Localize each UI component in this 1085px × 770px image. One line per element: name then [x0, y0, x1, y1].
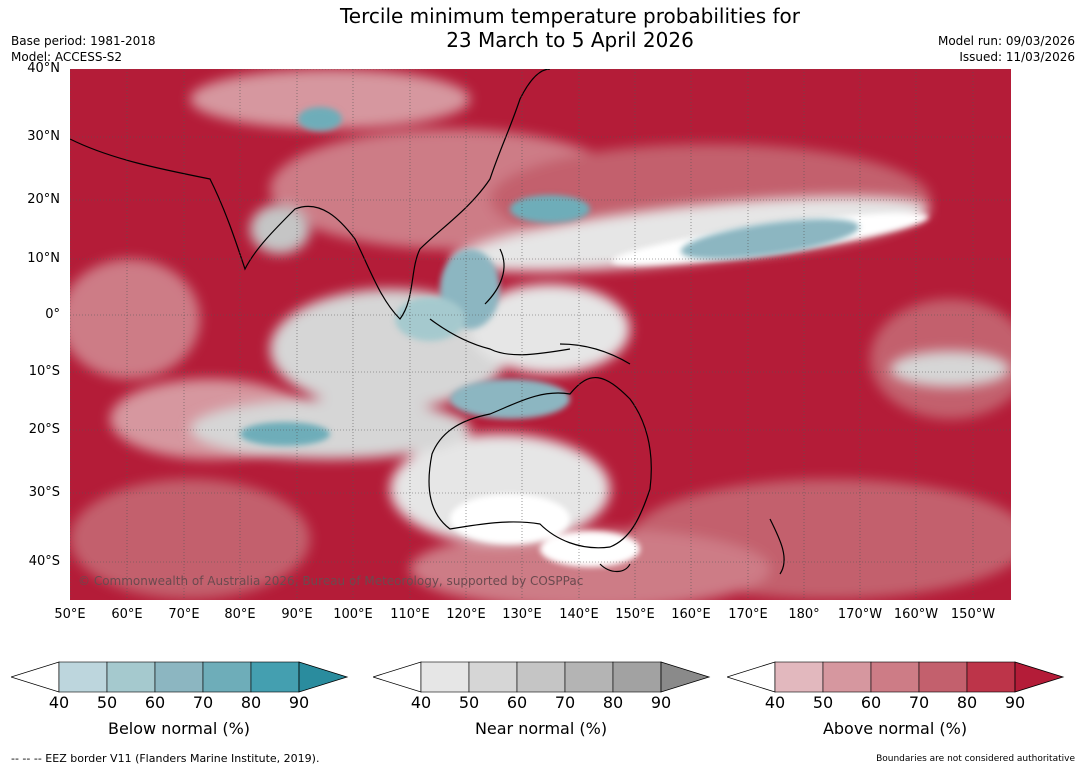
colorbar-tick-label: 80 [240, 693, 262, 712]
longitude-label: 50°E [54, 607, 86, 622]
colorbar-segment [58, 661, 108, 693]
colorbar-tick-label: 70 [908, 693, 930, 712]
colorbar-tick-label: 80 [602, 693, 624, 712]
colorbar-segment [870, 661, 920, 693]
colorbar-segment [966, 661, 1016, 693]
base-period: Base period: 1981-2018 [11, 34, 156, 48]
colorbar-tick-label: 50 [812, 693, 834, 712]
colorbar-segment [774, 661, 824, 693]
colorbar-tick-label: 60 [144, 693, 166, 712]
longitude-label: 140°E [559, 607, 599, 622]
latitude-label: 40°S [28, 554, 60, 569]
issued-date: Issued: 11/03/2026 [959, 50, 1075, 64]
graticule [70, 69, 1011, 600]
australia-coast [428, 377, 652, 549]
colorbar-tick-label: 40 [48, 693, 70, 712]
model-run: Model run: 09/03/2026 [937, 34, 1075, 48]
colorbar-segment [612, 661, 662, 693]
probability-map: © Commonwealth of Australia 2026, Bureau… [70, 69, 1011, 600]
longitude-label: 100°E [333, 607, 373, 622]
copyright-text: © Commonwealth of Australia 2026, Bureau… [78, 574, 583, 588]
philippines-coast [484, 248, 505, 305]
latitude-label: 20°N [27, 192, 60, 207]
longitude-label: 130°E [502, 607, 542, 622]
colorbar-segment [468, 661, 518, 693]
meta-left: Base period: 1981-2018 Model: ACCESS-S2 [11, 33, 156, 65]
meta-right: Model run: 09/03/2026 Issued: 11/03/2026 [938, 33, 1075, 65]
colorbar-segment [564, 661, 614, 693]
colorbar [727, 661, 1065, 693]
coastlines [70, 69, 785, 575]
new-guinea-coast [559, 343, 631, 365]
colorbar-tick-label: 80 [956, 693, 978, 712]
longitude-label: 150°E [615, 607, 655, 622]
map-canvas: © Commonwealth of Australia 2026, Bureau… [70, 69, 1011, 600]
colorbar-segment [106, 661, 156, 693]
colorbar-segment [154, 661, 204, 693]
colorbar-label: Below normal (%) [107, 719, 251, 738]
colorbar-tick-label: 50 [96, 693, 118, 712]
longitude-label: 170°E [728, 607, 768, 622]
colorbar-segment [918, 661, 968, 693]
longitude-label: 80°E [224, 607, 256, 622]
colorbar-max-arrow [1014, 661, 1065, 693]
colorbar-tick-label: 50 [458, 693, 480, 712]
colorbar-tick-label: 40 [410, 693, 432, 712]
colorbar-segment [250, 661, 300, 693]
colorbar-tick-label: 90 [650, 693, 672, 712]
latitude-label: 10°N [27, 251, 60, 266]
colorbar-max-arrow [298, 661, 349, 693]
longitude-label: 160°E [671, 607, 711, 622]
colorbar-label: Above normal (%) [822, 719, 968, 738]
disclaimer: Boundaries are not considered authoritat… [876, 754, 1075, 764]
longitude-label: 110°E [390, 607, 430, 622]
colorbar-min-arrow [11, 661, 60, 693]
colorbar [11, 661, 349, 693]
model-name: Model: ACCESS-S2 [11, 50, 123, 64]
indonesia-coast [429, 318, 571, 356]
new-zealand-coast [769, 518, 785, 575]
eez-legend: -- -- -- EEZ border V11 (Flanders Marine… [11, 752, 320, 765]
colorbar-min-arrow [727, 661, 776, 693]
colorbar-segment [822, 661, 872, 693]
colorbar-segment [516, 661, 566, 693]
colorbar [373, 661, 711, 693]
below-normal-areas [240, 107, 860, 446]
colorbar-min-arrow [373, 661, 422, 693]
longitude-label: 90°E [281, 607, 313, 622]
longitude-label: 170°W [837, 607, 883, 622]
tasmania-coast [599, 563, 631, 573]
longitude-label: 150°W [950, 607, 996, 622]
colorbar-segment [420, 661, 470, 693]
longitude-label: 70°E [168, 607, 200, 622]
title-line-1: Tercile minimum temperature probabilitie… [339, 4, 801, 28]
longitude-label: 120°E [446, 607, 486, 622]
colorbar-max-arrow [660, 661, 711, 693]
latitude-label: 10°S [28, 364, 60, 379]
longitude-label: 160°W [893, 607, 939, 622]
colorbar-label: Near normal (%) [474, 719, 608, 738]
colorbar-tick-label: 60 [506, 693, 528, 712]
longitude-label: 60°E [111, 607, 143, 622]
asia-coast [70, 69, 551, 320]
latitude-label: 0° [45, 307, 60, 322]
map-title: Tercile minimum temperature probabilitie… [0, 4, 1085, 52]
latitude-label: 20°S [28, 422, 60, 437]
latitude-label: 40°N [27, 61, 60, 76]
colorbar-tick-label: 90 [288, 693, 310, 712]
colorbar-tick-label: 40 [764, 693, 786, 712]
latitude-label: 30°N [27, 129, 60, 144]
colorbar-tick-label: 60 [860, 693, 882, 712]
title-line-2: 23 March to 5 April 2026 [446, 28, 694, 52]
colorbar-tick-label: 70 [192, 693, 214, 712]
longitude-label: 180° [788, 607, 820, 622]
colorbar-tick-label: 70 [554, 693, 576, 712]
latitude-label: 30°S [28, 485, 60, 500]
colorbar-segment [202, 661, 252, 693]
colorbar-tick-label: 90 [1004, 693, 1026, 712]
